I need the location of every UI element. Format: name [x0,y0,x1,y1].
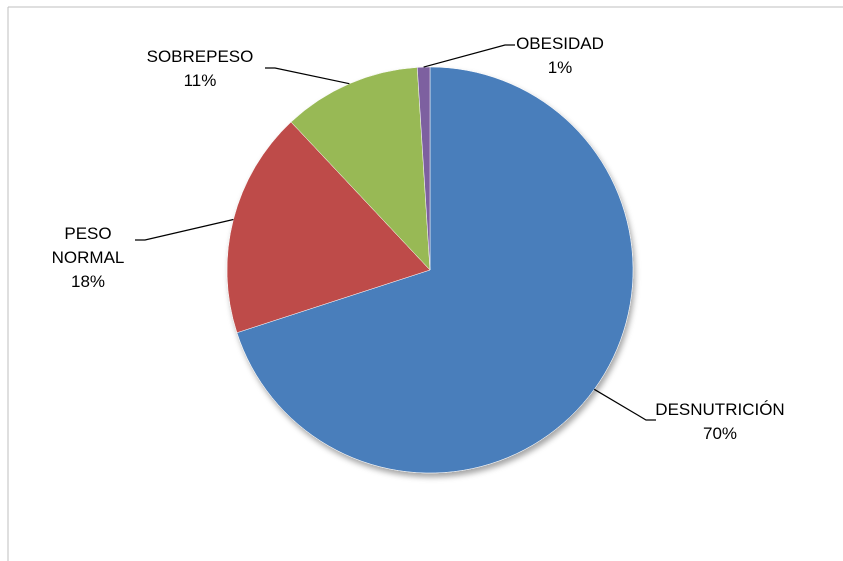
slice-name: PESO NORMAL [51,224,125,267]
leaders [135,44,656,421]
leader-line [135,218,234,241]
slice-value: 70% [702,424,738,443]
slice-label: OBESIDAD 1% [516,32,604,80]
slice-name: DESNUTRICIÓN [655,400,785,419]
slice-name: OBESIDAD [516,34,604,53]
slice-label: DESNUTRICIÓN 70% [655,398,784,446]
slice-value: 18% [70,272,106,291]
slice-label: PESO NORMAL 18% [43,222,133,294]
pie [226,66,634,474]
pie-slice [290,67,431,271]
slice-value: 11% [183,71,217,90]
pie-slice [226,121,431,334]
slice-label: SOBREPESO 11% [147,45,254,93]
leader-line [265,67,350,85]
slice-value: 1% [547,58,573,77]
leader-line [423,44,515,68]
slice-name: SOBREPESO [146,47,254,66]
leader-line [593,388,656,421]
